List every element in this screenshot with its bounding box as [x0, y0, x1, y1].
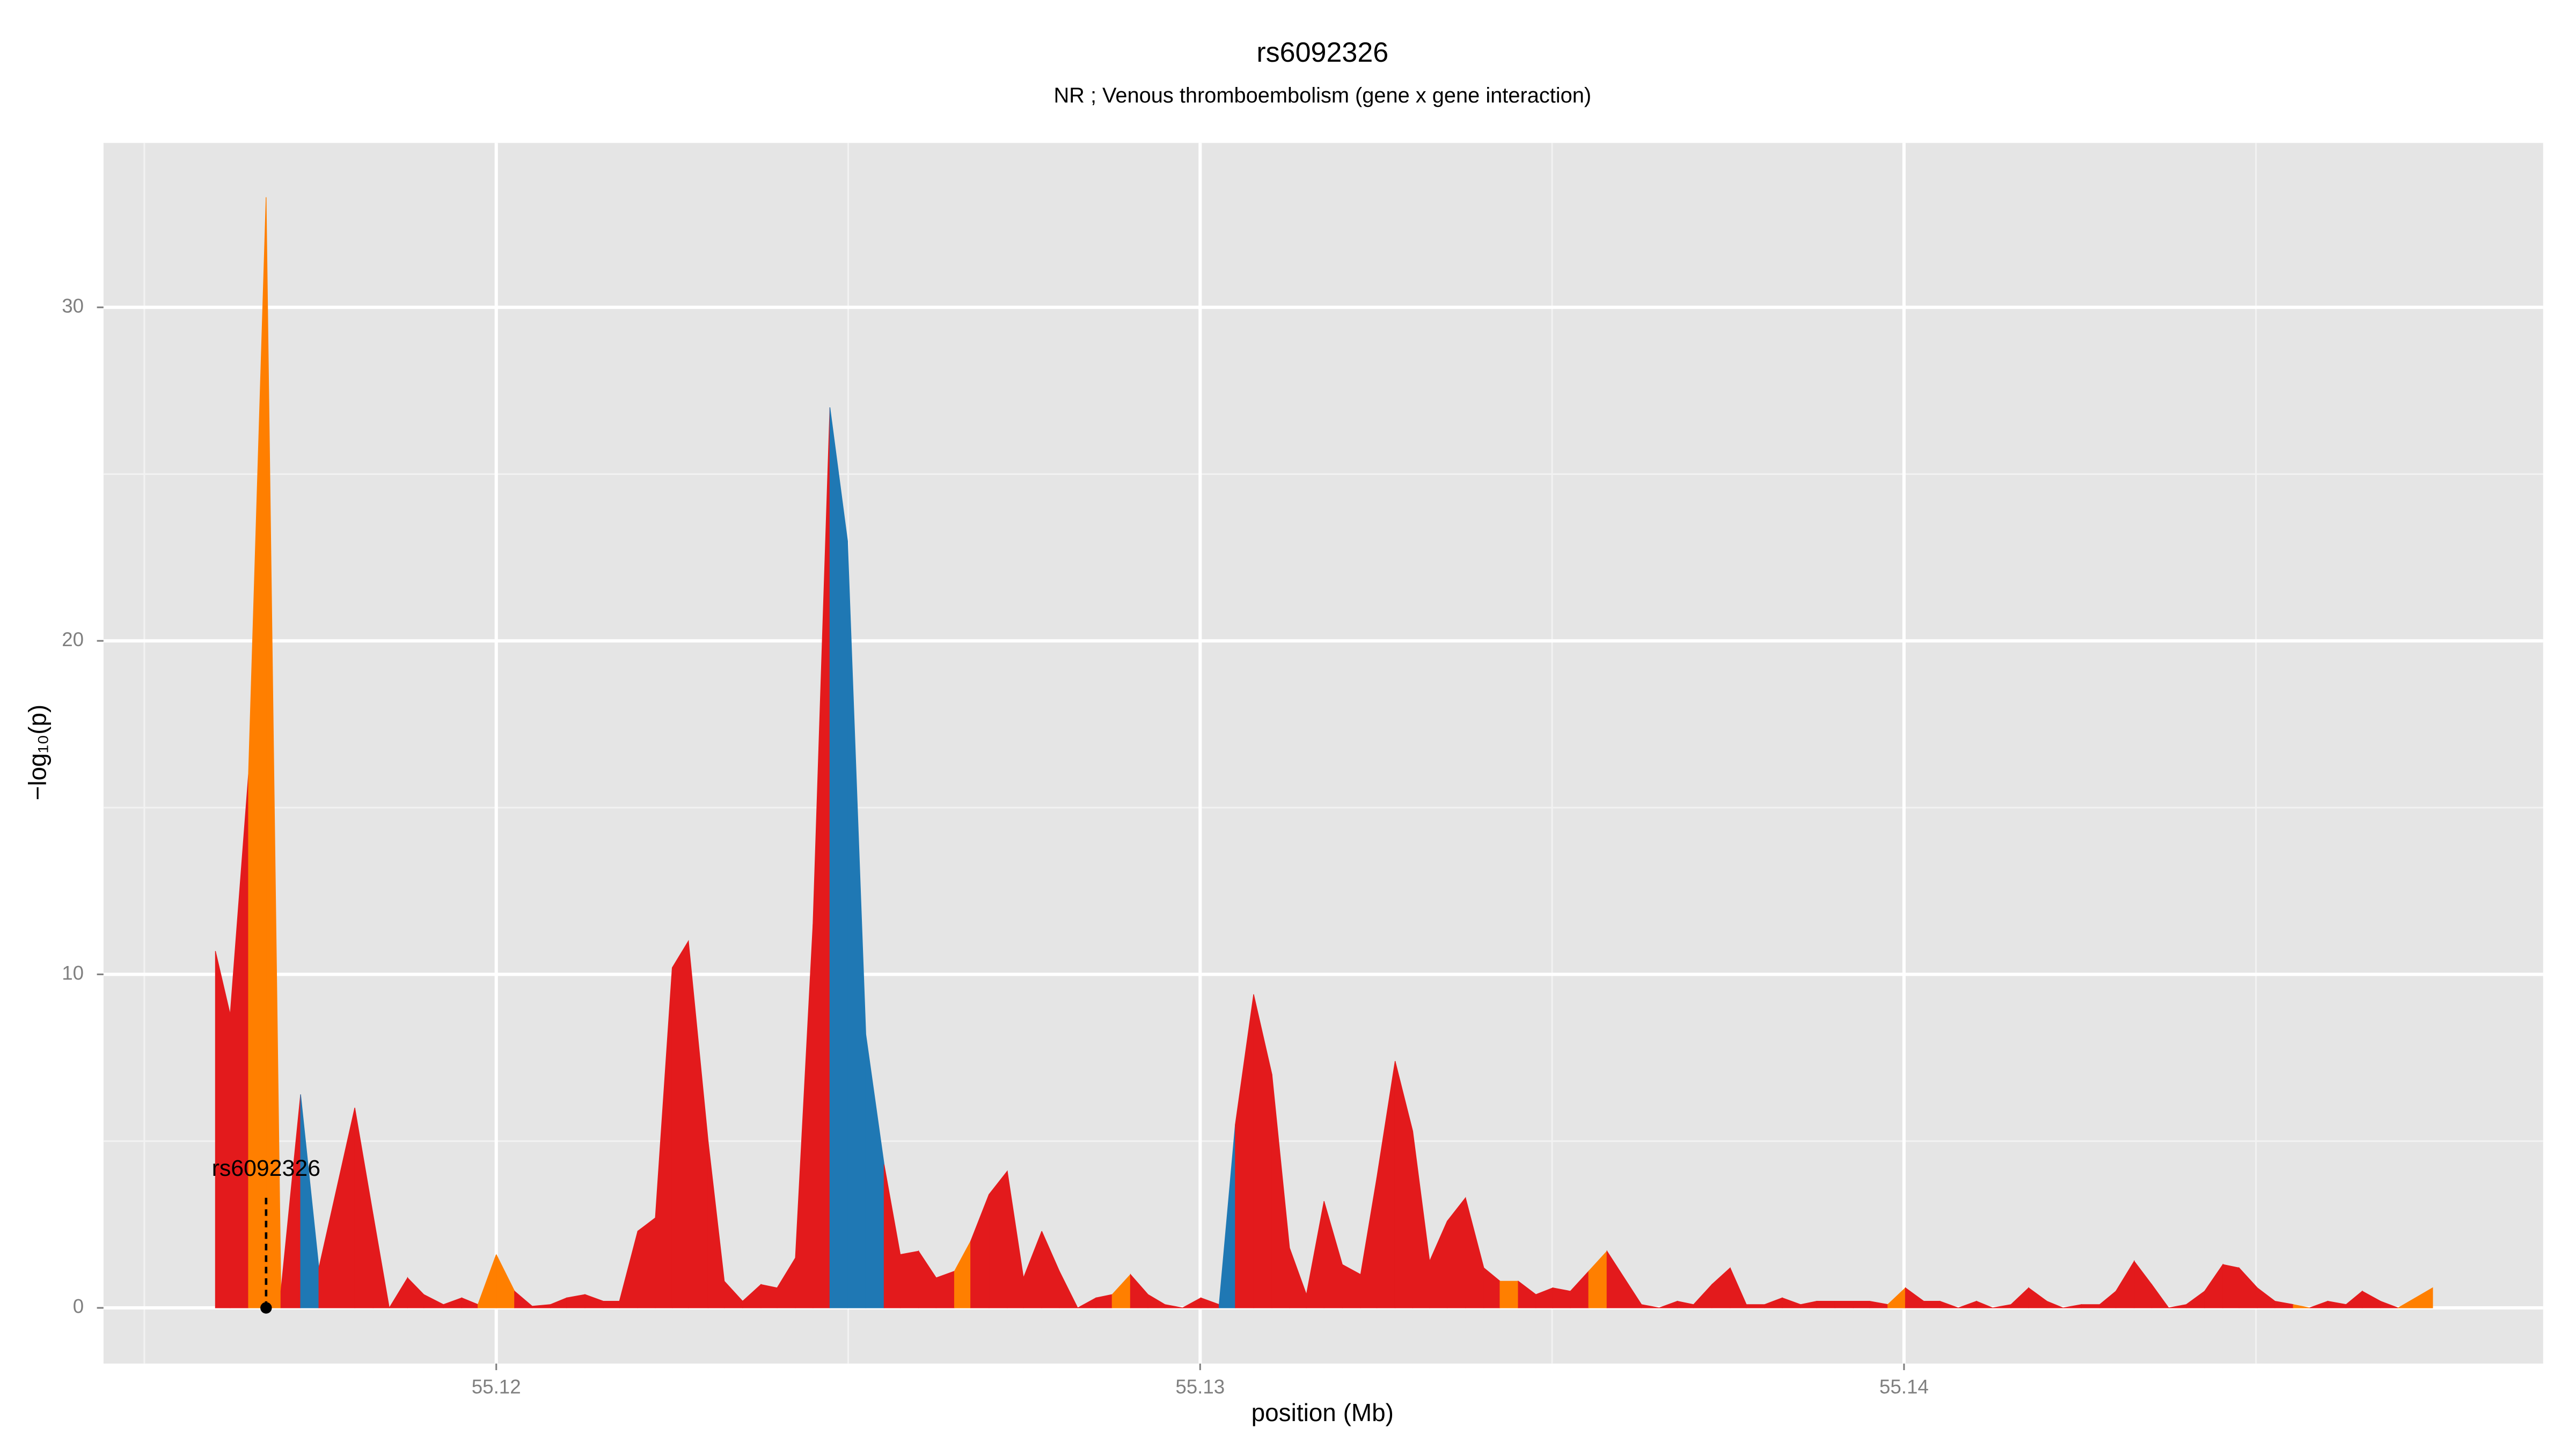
annotation-label: rs6092326 — [212, 1155, 320, 1181]
area-segment — [1976, 1300, 1993, 1308]
area-segment — [671, 940, 689, 1308]
area-segment — [372, 1214, 390, 1308]
x-tick-label: 55.13 — [1175, 1375, 1225, 1397]
area-segment — [215, 950, 231, 1308]
annotation-point — [260, 1302, 272, 1314]
area-segment — [1834, 1300, 1854, 1308]
area-segment — [1059, 1271, 1079, 1308]
area-segment — [760, 1284, 778, 1308]
area-segment — [829, 407, 848, 1308]
y-axis-title: −log₁₀(p) — [24, 705, 52, 801]
area-segment — [1165, 1304, 1183, 1308]
plot-panel — [103, 143, 2543, 1364]
y-tick-label: 30 — [62, 295, 84, 317]
area-segment — [603, 1300, 620, 1308]
area-segment — [1853, 1300, 1870, 1308]
area-segment — [2222, 1264, 2240, 1308]
area-segment — [899, 1250, 919, 1308]
chart-subtitle: NR ; Venous thromboembolism (gene x gene… — [1053, 84, 1591, 107]
y-tick-label: 0 — [73, 1296, 84, 1318]
y-tick-label: 10 — [62, 962, 84, 984]
area-segment — [1923, 1300, 1941, 1308]
area-segment — [2046, 1300, 2063, 1308]
area-segment — [1552, 1287, 1571, 1308]
area-segment — [2380, 1300, 2398, 1308]
area-segment — [1816, 1300, 1835, 1308]
x-tick-label: 55.14 — [1879, 1375, 1929, 1397]
area-segment — [2397, 1287, 2433, 1308]
area-segment — [2293, 1304, 2310, 1308]
area-segment — [2081, 1304, 2101, 1308]
x-axis-title: position (Mb) — [1252, 1399, 1394, 1426]
area-segment — [935, 1270, 955, 1308]
area-segment — [2151, 1283, 2170, 1308]
area-segment — [1641, 1304, 1659, 1308]
chart-title: rs6092326 — [1256, 37, 1388, 68]
area-segment — [1940, 1300, 1959, 1308]
y-tick-label: 20 — [62, 628, 84, 650]
area-segment — [637, 1217, 656, 1308]
area — [215, 197, 2433, 1308]
area-segment — [989, 1170, 1008, 1308]
area-segment — [1746, 1304, 1765, 1308]
area-segment — [1499, 1280, 1519, 1308]
x-tick-label: 55.12 — [472, 1375, 521, 1397]
